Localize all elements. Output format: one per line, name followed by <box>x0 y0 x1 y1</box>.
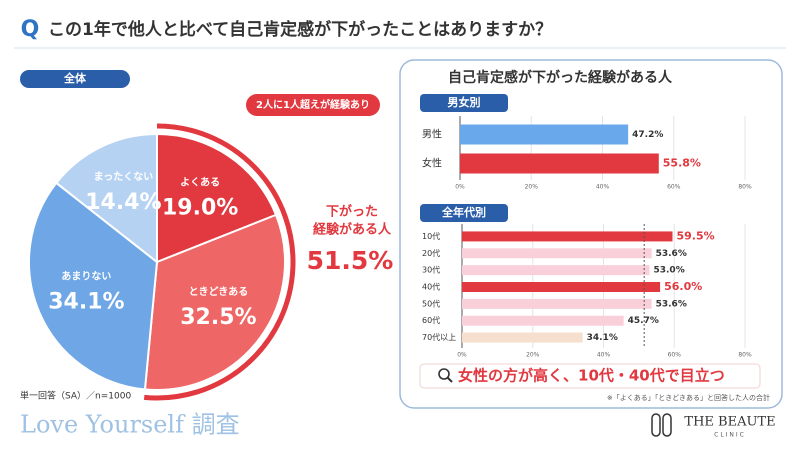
callout: 2人に1人超えが経験あり <box>256 98 370 111</box>
summary-label: 下がった <box>326 204 378 220</box>
method: 単一回答（SA）／n=1000 <box>20 390 131 402</box>
callout-pill <box>246 94 380 116</box>
value-label: 59.5% <box>676 229 714 242</box>
pie-title: 全体 <box>63 71 87 85</box>
brand-name: THE BEAUTE <box>684 415 775 430</box>
slice-value: 32.5% <box>180 305 256 330</box>
y-tick-label: 男性 <box>422 128 442 141</box>
logo-icon <box>662 413 672 437</box>
search-icon <box>438 368 450 380</box>
value-label: 55.8% <box>663 157 701 170</box>
slice-label: ときどきある <box>189 285 249 298</box>
chart-title: 全年代別 <box>441 205 486 219</box>
summary-label: 経験がある人 <box>313 222 392 238</box>
x-tick-label: 0% <box>455 184 465 191</box>
bar <box>462 298 652 309</box>
slice-label: よくある <box>180 175 220 188</box>
y-tick-label: 70代以上 <box>422 332 456 342</box>
survey-name: Love Yourself 調査 <box>20 411 240 439</box>
chart-title-pill <box>420 204 508 222</box>
slice-value: 14.4% <box>85 190 161 215</box>
value-label: 56.0% <box>664 280 702 293</box>
slice-label: あまりない <box>61 269 111 282</box>
bar <box>460 124 629 145</box>
bar <box>462 282 661 292</box>
chart-title-pill <box>420 94 508 112</box>
x-tick-label: 0% <box>457 352 467 359</box>
pie-slice <box>28 181 159 391</box>
x-tick-label: 40% <box>596 184 610 191</box>
pie-slice <box>143 213 286 391</box>
slice-value: 19.0% <box>162 195 238 220</box>
x-tick-label: 20% <box>526 352 540 359</box>
bar <box>460 153 659 174</box>
x-tick-label: 80% <box>738 184 752 191</box>
value-label: 53.0% <box>653 266 684 276</box>
value-label: 47.2% <box>632 130 663 140</box>
bar <box>462 231 673 242</box>
y-tick-label: 女性 <box>422 157 442 170</box>
logo-icon <box>651 413 661 437</box>
bar <box>462 248 652 259</box>
x-tick-label: 60% <box>667 184 681 191</box>
bar <box>462 332 583 343</box>
question-text: この1年で他人と比べて自己肯定感が下がったことはありますか？ <box>48 19 552 40</box>
pie-slice <box>54 132 158 265</box>
slice-value: 34.1% <box>48 289 124 314</box>
y-tick-label: 20代 <box>422 248 440 258</box>
highlight-arc <box>143 123 296 401</box>
value-label: 53.6% <box>656 299 687 309</box>
footnote: ※「よくある」「ときどきある」と回答した人の合計 <box>607 393 770 402</box>
pie-slice <box>156 132 278 264</box>
panel-title: 自己肯定感が下がった経験がある人 <box>448 69 673 86</box>
y-tick-label: 40代 <box>422 282 440 292</box>
summary-note: 女性の方が高く、10代・40代で目立つ <box>458 367 725 385</box>
x-tick-label: 40% <box>597 352 611 359</box>
value-label: 53.6% <box>656 249 687 259</box>
x-tick-label: 20% <box>525 184 539 191</box>
value-label: 34.1% <box>587 333 618 343</box>
y-tick-label: 10代 <box>422 231 440 241</box>
brand-sub: CLINIC <box>714 432 746 439</box>
pie-title-pill <box>20 70 130 88</box>
x-tick-label: 60% <box>668 352 682 359</box>
x-tick-label: 80% <box>738 352 752 359</box>
value-label: 45.7% <box>628 316 659 326</box>
bar <box>462 265 650 276</box>
y-tick-label: 50代 <box>422 298 440 308</box>
y-tick-label: 60代 <box>422 315 440 325</box>
note-box <box>419 363 761 389</box>
summary-value: 51.5% <box>307 246 394 275</box>
question-mark: Q <box>21 17 40 42</box>
chart-title: 男女別 <box>448 95 481 109</box>
y-tick-label: 30代 <box>422 265 440 275</box>
slice-label: まったくない <box>94 171 154 183</box>
search-icon <box>446 376 453 383</box>
bar <box>462 315 624 326</box>
